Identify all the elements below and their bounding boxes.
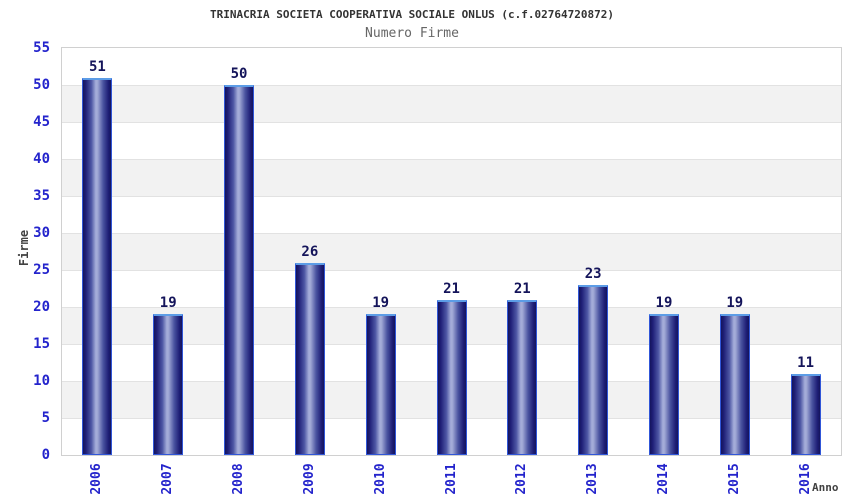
- y-tick-label: 50: [33, 77, 50, 93]
- y-tick-label: 0: [41, 447, 50, 463]
- y-tick-label: 5: [41, 410, 50, 426]
- bar-value-label: 21: [443, 280, 460, 297]
- bar-2007: [153, 314, 184, 455]
- gridline: [62, 85, 841, 86]
- y-tick-label: 55: [33, 40, 50, 56]
- plot-area: [61, 47, 842, 456]
- bar-2015: [719, 314, 750, 455]
- bar-value-label: 19: [372, 295, 390, 312]
- bar-value-label: 21: [513, 280, 531, 297]
- bar-value-label: 19: [655, 295, 673, 312]
- y-tick-label: 40: [33, 151, 50, 167]
- bar-2010: [365, 314, 396, 455]
- x-tick-label: 2016: [797, 463, 813, 495]
- bar-value-label: 11: [797, 354, 814, 371]
- y-tick-label: 10: [33, 373, 50, 389]
- bar-2008: [224, 85, 255, 455]
- x-tick-label: 2009: [301, 463, 317, 495]
- x-tick-label: 2008: [231, 463, 247, 495]
- y-tick-label: 25: [33, 262, 50, 278]
- y-tick-label: 20: [33, 299, 50, 315]
- y-tick-label: 35: [33, 188, 50, 204]
- grid-band: [62, 159, 841, 196]
- y-tick-label: 15: [33, 336, 50, 352]
- chart-subtitle: Numero Firme: [365, 26, 459, 41]
- x-tick-label: 2006: [89, 463, 105, 495]
- bar-2013: [578, 284, 609, 455]
- bar-2014: [648, 314, 679, 455]
- bar-2006: [82, 77, 113, 455]
- bar-value-label: 50: [230, 66, 248, 82]
- gridline: [62, 270, 841, 271]
- x-tick-label: 2010: [372, 463, 388, 495]
- x-tick-label: 2012: [514, 463, 530, 495]
- bar-value-label: 19: [159, 295, 177, 312]
- bar-2011: [436, 299, 467, 455]
- bar-value-label: 51: [88, 58, 106, 75]
- gridline: [62, 159, 841, 160]
- bar-value-label: 19: [726, 295, 744, 312]
- x-tick-label: 2015: [726, 463, 742, 495]
- y-tick-label: 30: [33, 225, 50, 241]
- x-tick-label: 2011: [443, 463, 459, 495]
- gridline: [62, 122, 841, 123]
- y-tick-label: 45: [33, 114, 50, 130]
- chart-title: TRINACRIA SOCIETA COOPERATIVA SOCIALE ON…: [210, 8, 614, 21]
- x-tick-label: 2013: [585, 463, 601, 495]
- gridline: [62, 233, 841, 234]
- grid-band: [62, 85, 841, 122]
- x-tick-label: 2007: [160, 463, 176, 495]
- gridline: [62, 196, 841, 197]
- x-axis-title: Anno: [812, 481, 839, 494]
- bar-2009: [294, 262, 325, 455]
- bar-value-label: 23: [584, 265, 602, 282]
- grid-band: [62, 233, 841, 270]
- x-tick-label: 2014: [655, 463, 671, 495]
- bar-2012: [507, 299, 538, 455]
- bar-2016: [790, 373, 821, 455]
- bar-value-label: 26: [301, 243, 319, 260]
